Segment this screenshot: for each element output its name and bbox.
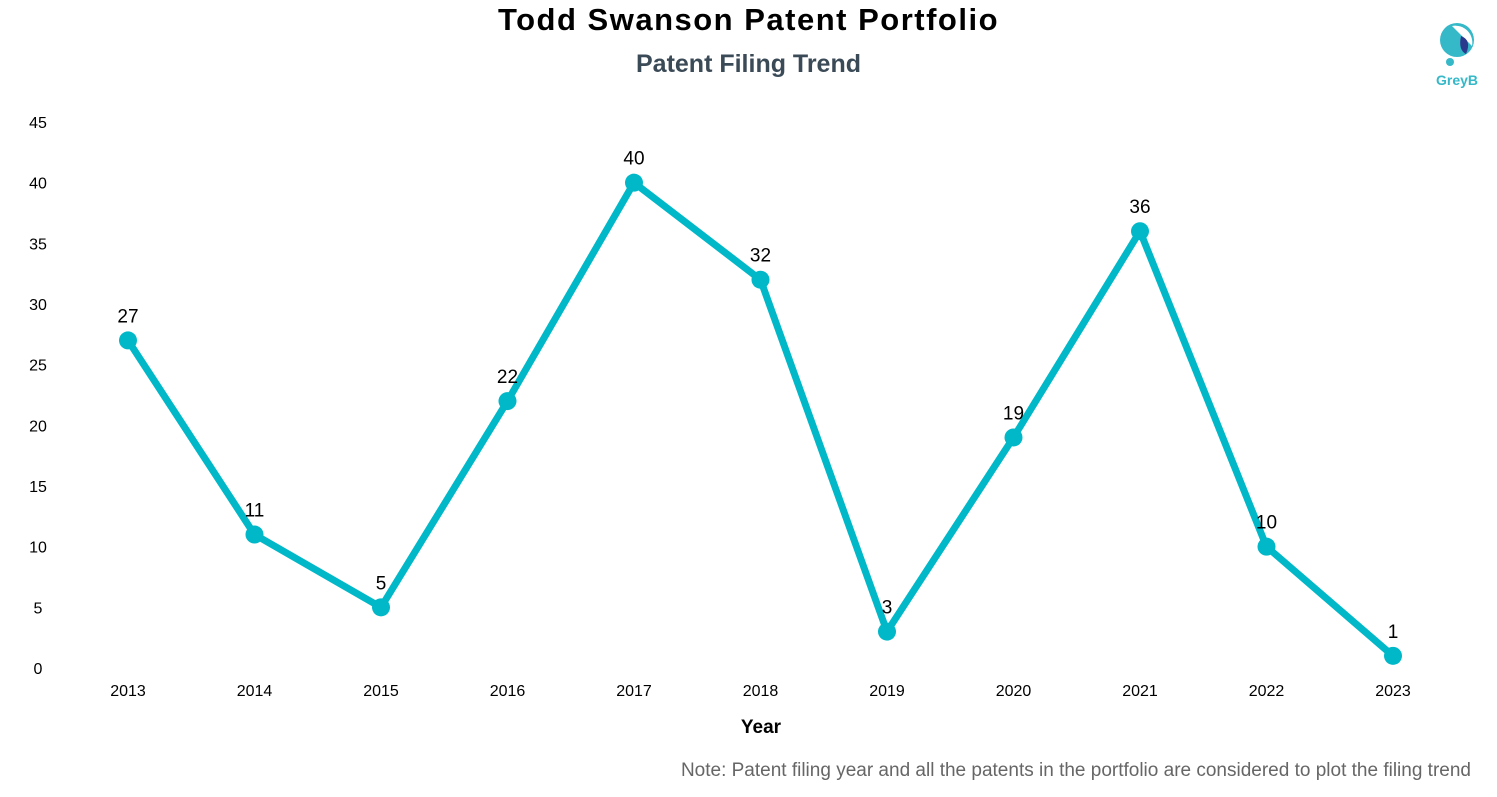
y-tick-label: 30 — [29, 297, 47, 314]
data-point — [1384, 646, 1402, 665]
y-tick-label: 5 — [34, 600, 43, 617]
data-point — [1004, 428, 1023, 447]
x-tick-label: 2016 — [490, 683, 526, 700]
data-label: 40 — [623, 149, 644, 170]
data-point — [751, 270, 770, 289]
data-label: 5 — [376, 573, 387, 594]
x-tick-label: 2014 — [237, 683, 273, 700]
x-tick-label: 2013 — [110, 683, 146, 700]
x-tick-label: 2021 — [1122, 683, 1158, 700]
data-point — [878, 622, 896, 641]
x-tick-label: 2023 — [1375, 683, 1411, 700]
greyb-logo-text: GreyB — [1435, 72, 1479, 88]
chart-title: Todd Swanson Patent Portfolio — [497, 2, 1000, 37]
data-label: 11 — [245, 501, 265, 522]
y-tick-label: 10 — [29, 540, 47, 557]
chart-subtitle: Patent Filing Trend — [635, 50, 861, 78]
greyb-logo-icon — [1440, 23, 1474, 66]
data-label: 22 — [497, 367, 518, 388]
data-point — [1257, 537, 1276, 556]
data-label: 1 — [1388, 622, 1399, 643]
data-point — [1131, 222, 1149, 241]
data-label: 10 — [1256, 513, 1277, 534]
y-tick-label: 15 — [29, 479, 47, 496]
x-tick-label: 2022 — [1249, 683, 1285, 700]
data-label: 32 — [750, 246, 771, 267]
y-tick-label: 35 — [29, 236, 47, 253]
data-point — [372, 598, 390, 617]
x-tick-label: 2019 — [869, 683, 905, 700]
greyb-logo: GreyB — [1428, 14, 1486, 92]
data-point — [119, 331, 137, 350]
data-label: 27 — [117, 306, 138, 327]
y-tick-label: 20 — [29, 418, 47, 435]
x-axis-title: Year — [741, 717, 782, 738]
y-tick-label: 0 — [34, 661, 43, 678]
y-tick-label: 25 — [29, 358, 47, 375]
data-label: 19 — [1003, 403, 1024, 424]
x-tick-label: 2020 — [996, 683, 1032, 700]
x-tick-label: 2015 — [363, 683, 399, 700]
x-tick-label: 2017 — [616, 683, 652, 700]
data-point — [498, 392, 517, 411]
data-label: 3 — [882, 598, 893, 619]
y-tick-label: 40 — [29, 176, 47, 193]
y-tick-label: 45 — [29, 115, 47, 132]
chart-note: Note: Patent filing year and all the pat… — [680, 760, 1471, 781]
data-point — [245, 525, 264, 544]
data-label: 36 — [1129, 197, 1150, 218]
x-tick-label: 2018 — [743, 683, 779, 700]
data-point — [625, 173, 643, 192]
